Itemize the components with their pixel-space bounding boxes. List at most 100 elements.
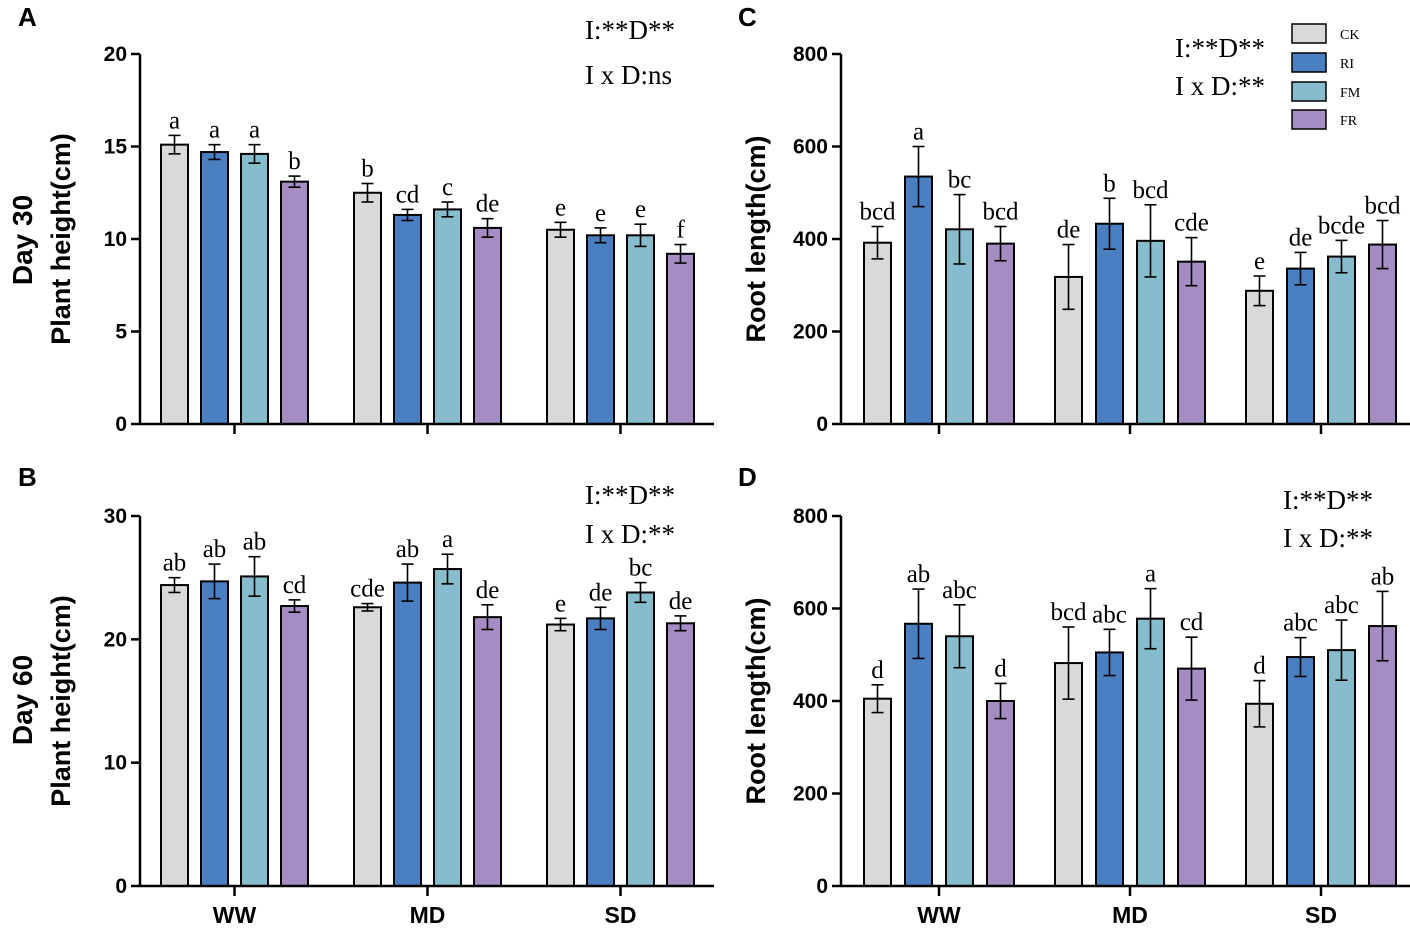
bar-ri-ww: [200, 151, 229, 426]
bar-fr-ww: [280, 180, 309, 425]
bar-ck-sd: [1245, 289, 1274, 425]
bar-fm-sd: [626, 591, 655, 887]
y-tick-label: 20: [104, 628, 127, 651]
y-tick-label: 0: [115, 875, 127, 898]
significance-letter: e: [635, 196, 646, 223]
significance-letter: abc: [1092, 601, 1127, 628]
bar-ck-ww: [863, 241, 892, 425]
bar-ri-ww: [904, 622, 933, 887]
bar-fr-ww: [986, 242, 1015, 425]
y-tick-label: 0: [816, 413, 828, 436]
significance-letter: ab: [907, 561, 931, 588]
bar-ck-md: [353, 606, 382, 887]
significance-letter: a: [1145, 561, 1156, 588]
significance-letter: de: [1057, 217, 1081, 244]
row-label-day60: Day 60: [7, 655, 38, 745]
significance-letter: a: [442, 526, 453, 553]
bar-fm-ww: [240, 152, 269, 425]
significance-letter: b: [1103, 170, 1116, 197]
significance-letter: ab: [1371, 563, 1395, 590]
bar-ck-sd: [1245, 702, 1274, 888]
bar-fm-sd: [626, 234, 655, 425]
y-tick-label: 30: [104, 505, 127, 528]
y-axis-label: Root length(cm): [741, 136, 771, 343]
significance-letter: cd: [283, 572, 307, 599]
significance-letter: a: [913, 119, 924, 146]
bar-ri-ww: [200, 580, 229, 887]
significance-letter: cde: [1174, 210, 1209, 237]
y-tick-label: 20: [104, 43, 127, 66]
y-tick-label: 5: [115, 321, 127, 344]
significance-letter: b: [288, 148, 301, 175]
stat-annotation: I x D:ns: [585, 60, 672, 90]
bar-ck-sd: [546, 623, 575, 887]
significance-letter: bc: [629, 555, 653, 582]
panel-label-b: B: [18, 462, 37, 492]
y-tick-label: 800: [793, 505, 828, 528]
bar-ck-md: [1054, 662, 1083, 888]
stat-annotation: I:**D**: [585, 480, 675, 510]
legend-swatch-ri: [1291, 52, 1327, 73]
significance-letter: a: [249, 117, 260, 144]
x-category-label: WW: [917, 902, 961, 928]
significance-letter: b: [361, 156, 374, 183]
legend-swatch-fr: [1291, 109, 1327, 130]
significance-letter: bcd: [982, 199, 1019, 226]
y-axis-label: Root length(cm): [741, 598, 771, 805]
legend: CK RI FM FR: [1291, 23, 1361, 130]
bar-ri-md: [393, 581, 422, 887]
significance-letter: f: [676, 217, 685, 244]
y-tick-label: 200: [793, 783, 828, 806]
bar-fr-md: [473, 616, 502, 888]
y-tick-label: 0: [115, 413, 127, 436]
y-tick-label: 15: [104, 136, 128, 159]
significance-letter: de: [1289, 224, 1313, 251]
significance-letter: ab: [203, 536, 227, 563]
significance-letter: abc: [1283, 610, 1318, 637]
bar-fm-ww: [240, 575, 269, 888]
significance-letter: cd: [396, 181, 420, 208]
y-tick-label: 600: [793, 598, 828, 621]
bar-fm-sd: [1327, 649, 1356, 887]
y-tick-label: 200: [793, 321, 828, 344]
significance-letter: de: [589, 579, 613, 606]
significance-letter: cde: [350, 576, 385, 603]
significance-letter: de: [476, 191, 500, 218]
stat-annotation: I:**D**: [585, 15, 675, 45]
panel-label-c: C: [738, 2, 757, 32]
stat-annotation: I:**D**: [1175, 33, 1265, 63]
bar-fm-sd: [1327, 255, 1356, 426]
bar-fr-sd: [1368, 243, 1397, 425]
bar-ri-md: [1095, 651, 1124, 887]
significance-letter: a: [169, 107, 180, 134]
bar-ri-sd: [1286, 267, 1315, 425]
legend-label-ck: CK: [1340, 28, 1359, 43]
x-category-label: MD: [1112, 902, 1148, 928]
bar-fm-md: [433, 568, 462, 887]
significance-letter: ab: [243, 529, 267, 556]
y-tick-label: 0: [816, 875, 828, 898]
bar-ri-md: [393, 213, 422, 425]
y-axis-label: Plant height(cm): [46, 595, 76, 807]
bar-ck-ww: [863, 697, 892, 887]
significance-letter: c: [442, 174, 453, 201]
x-category-label: MD: [410, 902, 446, 928]
bar-fr-sd: [666, 252, 695, 425]
x-category-label: SD: [605, 902, 637, 928]
significance-letter: bc: [948, 167, 972, 194]
bar-fr-md: [473, 226, 502, 425]
bar-ri-ww: [904, 175, 933, 425]
significance-letter: bcde: [1318, 212, 1365, 239]
significance-letter: de: [669, 588, 693, 615]
significance-letter: bcd: [1364, 193, 1401, 220]
significance-letter: abc: [1324, 592, 1359, 619]
legend-label-fr: FR: [1340, 114, 1358, 129]
bar-fr-sd: [1368, 625, 1397, 887]
y-tick-label: 400: [793, 690, 828, 713]
bar-fm-md: [1136, 617, 1165, 887]
significance-letter: e: [595, 200, 606, 227]
